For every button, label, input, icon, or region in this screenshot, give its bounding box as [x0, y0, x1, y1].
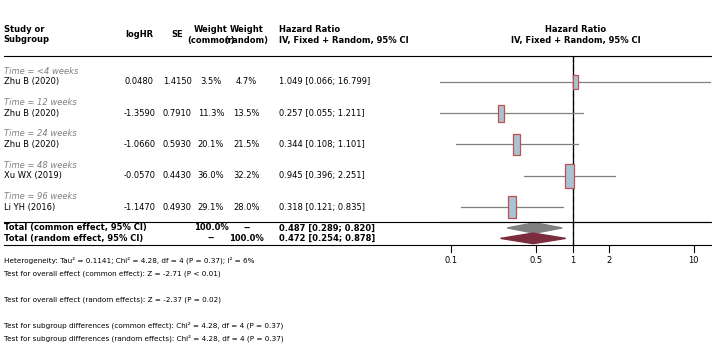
Text: 0.318 [0.121; 0.835]: 0.318 [0.121; 0.835]	[279, 203, 365, 212]
Text: Time = 48 weeks: Time = 48 weeks	[4, 161, 77, 170]
Text: Time = 12 weeks: Time = 12 weeks	[4, 98, 77, 107]
Text: Weight
(random): Weight (random)	[225, 25, 269, 45]
Text: 3.5%: 3.5%	[200, 77, 222, 86]
Text: 29.1%: 29.1%	[198, 203, 224, 212]
Bar	[566, 164, 574, 188]
Text: 0.4430: 0.4430	[163, 171, 192, 180]
Text: Total (random effect, 95% CI): Total (random effect, 95% CI)	[4, 234, 143, 243]
Text: 11.3%: 11.3%	[197, 109, 225, 118]
Text: Hazard Ratio
IV, Fixed + Random, 95% CI: Hazard Ratio IV, Fixed + Random, 95% CI	[511, 25, 641, 45]
Text: Zhu B (2020): Zhu B (2020)	[4, 109, 59, 118]
Text: logHR: logHR	[125, 30, 154, 39]
Text: Time = 96 weeks: Time = 96 weeks	[4, 192, 77, 201]
Text: Time = 24 weeks: Time = 24 weeks	[4, 129, 77, 139]
Text: Zhu B (2020): Zhu B (2020)	[4, 140, 59, 149]
Text: Test for subgroup differences (common effect): Chi² = 4.28, df = 4 (P = 0.37): Test for subgroup differences (common ef…	[4, 322, 283, 329]
Text: 0.5: 0.5	[530, 256, 543, 265]
Bar	[513, 134, 520, 155]
Polygon shape	[500, 233, 566, 244]
Text: 0.487 [0.289; 0.820]: 0.487 [0.289; 0.820]	[279, 223, 375, 232]
Text: -1.1470: -1.1470	[124, 203, 155, 212]
Text: 0.0480: 0.0480	[125, 77, 154, 86]
Text: 28.0%: 28.0%	[233, 203, 260, 212]
Text: Hazard Ratio
IV, Fixed + Random, 95% CI: Hazard Ratio IV, Fixed + Random, 95% CI	[279, 25, 408, 45]
Text: Total (common effect, 95% CI): Total (common effect, 95% CI)	[4, 223, 147, 232]
Text: 2: 2	[606, 256, 612, 265]
Bar	[498, 104, 504, 122]
Text: 0.7910: 0.7910	[163, 109, 192, 118]
Text: 20.1%: 20.1%	[198, 140, 224, 149]
Text: 21.5%: 21.5%	[234, 140, 260, 149]
Text: Test for overall effect (random effects): Z = -2.37 (P = 0.02): Test for overall effect (random effects)…	[4, 296, 220, 302]
Text: 4.7%: 4.7%	[236, 77, 257, 86]
Text: Xu WX (2019): Xu WX (2019)	[4, 171, 61, 180]
Text: 0.5930: 0.5930	[163, 140, 192, 149]
Text: 0.4930: 0.4930	[163, 203, 192, 212]
Text: Time = <4 weeks: Time = <4 weeks	[4, 67, 78, 76]
Text: SE: SE	[172, 30, 183, 39]
Text: Heterogeneity: Tau² = 0.1141; Chi² = 4.28, df = 4 (P = 0.37); I² = 6%: Heterogeneity: Tau² = 0.1141; Chi² = 4.2…	[4, 257, 254, 264]
Bar	[573, 75, 578, 89]
Text: 0.945 [0.396; 2.251]: 0.945 [0.396; 2.251]	[279, 171, 365, 180]
Text: Test for overall effect (common effect): Z = -2.71 (P < 0.01): Test for overall effect (common effect):…	[4, 270, 220, 277]
Text: 1.049 [0.066; 16.799]: 1.049 [0.066; 16.799]	[279, 77, 370, 86]
Text: 100.0%: 100.0%	[230, 234, 264, 243]
Text: --: --	[207, 234, 214, 243]
Text: 13.5%: 13.5%	[233, 109, 260, 118]
Text: Weight
(common): Weight (common)	[187, 25, 235, 45]
Text: 1: 1	[570, 256, 576, 265]
Text: -1.3590: -1.3590	[124, 109, 155, 118]
Text: 0.257 [0.055; 1.211]: 0.257 [0.055; 1.211]	[279, 109, 365, 118]
Text: Li YH (2016): Li YH (2016)	[4, 203, 55, 212]
Polygon shape	[507, 223, 562, 233]
Text: Test for subgroup differences (random effects): Chi² = 4.28, df = 4 (P = 0.37): Test for subgroup differences (random ef…	[4, 334, 283, 342]
Text: 0.472 [0.254; 0.878]: 0.472 [0.254; 0.878]	[279, 234, 375, 243]
Text: 0.344 [0.108; 1.101]: 0.344 [0.108; 1.101]	[279, 140, 365, 149]
Text: Zhu B (2020): Zhu B (2020)	[4, 77, 59, 86]
Text: 10: 10	[689, 256, 699, 265]
Text: 32.2%: 32.2%	[233, 171, 260, 180]
Bar	[508, 196, 516, 219]
Text: 0.1: 0.1	[445, 256, 458, 265]
Text: 1.4150: 1.4150	[163, 77, 192, 86]
Text: -1.0660: -1.0660	[124, 140, 155, 149]
Text: 36.0%: 36.0%	[197, 171, 225, 180]
Text: Study or
Subgroup: Study or Subgroup	[4, 25, 49, 45]
Text: 100.0%: 100.0%	[194, 223, 228, 232]
Text: -0.0570: -0.0570	[124, 171, 155, 180]
Text: --: --	[243, 223, 250, 232]
